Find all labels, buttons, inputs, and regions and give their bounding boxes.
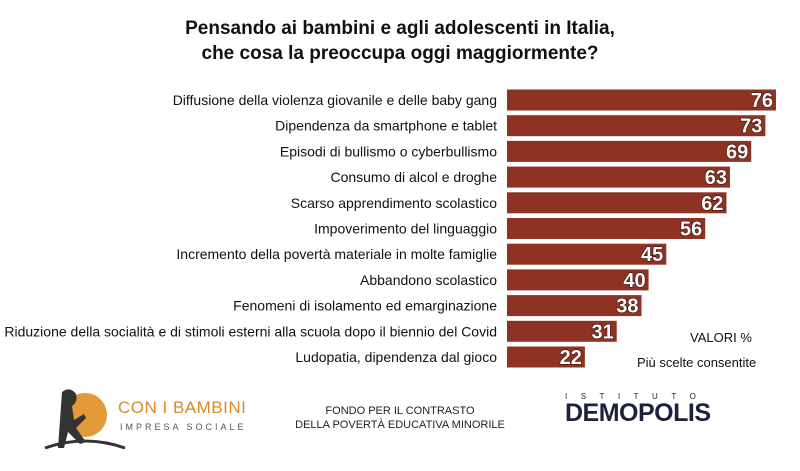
data-label: 63 [705, 167, 727, 189]
data-label: 40 [623, 270, 645, 292]
data-label: 76 [751, 90, 773, 112]
data-label: 38 [616, 296, 638, 318]
bar [507, 140, 752, 162]
category-label: Impoverimento del linguaggio [314, 221, 497, 237]
title-line: Pensando ai bambini e agli adolescenti i… [185, 18, 615, 39]
category-label: Ludopatia, dipendenza dal gioco [295, 349, 497, 365]
con-i-bambini-logo-icon [44, 389, 126, 450]
bar [507, 166, 730, 188]
bar-chart: 76 Diffusione della violenza giovanile e … [4, 89, 776, 370]
bar [507, 269, 649, 291]
bar [507, 346, 585, 368]
data-label: 56 [680, 219, 702, 241]
category-label: Consumo di alcol e droghe [330, 169, 497, 185]
fondo-line: FONDO PER IL CONTRASTO [325, 405, 475, 417]
title-line: che cosa la preoccupa oggi maggiormente? [201, 43, 599, 64]
category-label: Abbandono scolastico [360, 272, 497, 288]
bar [507, 218, 706, 239]
data-label: 62 [701, 193, 723, 215]
category-label: Scarso apprendimento scolastico [291, 195, 497, 211]
demopolis-logo: DEMOPOLIS [565, 399, 711, 427]
bar [507, 243, 667, 265]
category-label: Riduzione della socialità e di stimoli e… [4, 323, 497, 339]
category-label: Episodi di bullismo o cyberbullismo [280, 143, 497, 159]
data-label: 22 [560, 347, 582, 369]
data-label: 69 [726, 141, 748, 163]
data-label: 73 [740, 116, 762, 138]
logo-name: CON I BAMBINI [118, 398, 247, 417]
demopolis-top: ISTITUTO [565, 392, 710, 401]
fondo-text: FONDO PER IL CONTRASTO DELLA POVERTÀ EDU… [280, 404, 520, 432]
bar [507, 295, 642, 317]
data-label: 45 [641, 244, 663, 266]
chart-title: Pensando ai bambini e agli adolescenti i… [0, 16, 800, 66]
bar [507, 320, 617, 342]
category-label: Dipendenza da smartphone e tablet [275, 118, 497, 134]
multiple-choice-note: Più scelte consentite [637, 355, 757, 370]
category-label: Fenomeni di isolamento ed emarginazione [233, 298, 497, 314]
unit-note: VALORI % [690, 330, 752, 345]
category-label: Incremento della povertà materiale in mo… [176, 246, 497, 262]
category-label: Diffusione della violenza giovanile e de… [173, 92, 497, 108]
bar [507, 115, 766, 137]
fondo-line: DELLA POVERTÀ EDUCATIVA MINORILE [295, 419, 505, 431]
bar [507, 192, 727, 214]
data-label: 31 [591, 321, 613, 343]
bar [507, 89, 776, 111]
logo-sub: IMPRESA SOCIALE [120, 422, 247, 432]
